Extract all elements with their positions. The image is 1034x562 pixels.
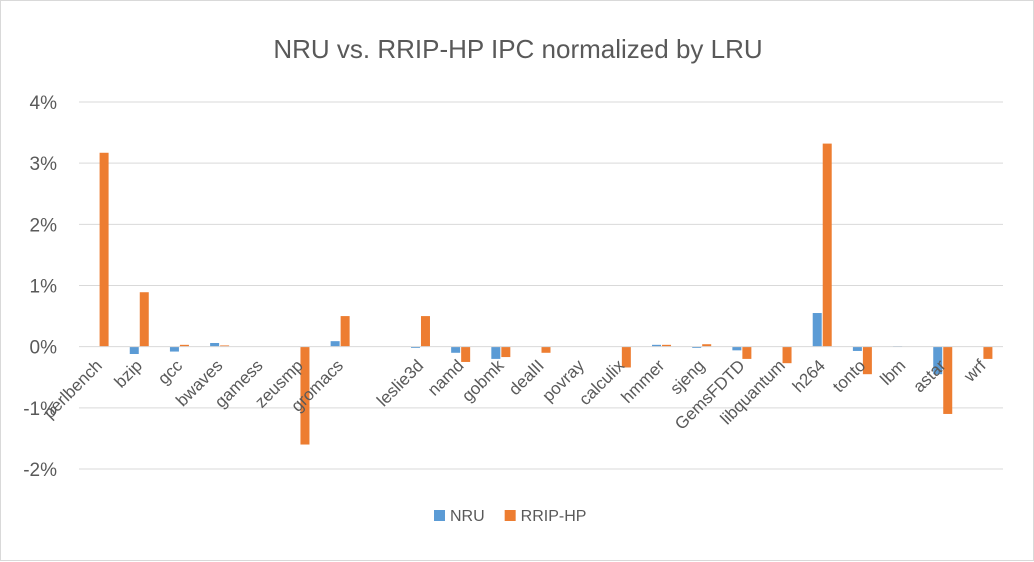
category-label: gobmk	[458, 356, 508, 406]
bar-nru	[330, 341, 340, 347]
bar-rrip-hp	[420, 316, 430, 347]
bar-rrip-hp	[702, 344, 712, 347]
category-label: gcc	[154, 356, 186, 388]
category-labels: perlbench bzip gccbwavesgamesszeusmpgromac…	[40, 356, 990, 434]
legend-swatch	[434, 510, 445, 521]
bar-nru	[169, 346, 179, 352]
bar-rrip-hp	[220, 345, 230, 347]
bar-nru	[451, 346, 461, 353]
bar-rrip-hp	[822, 143, 832, 347]
bar-rrip-hp	[461, 346, 471, 362]
y-tick-label: -1%	[23, 399, 57, 420]
bar-rrip-hp	[662, 344, 672, 347]
y-axis-ticks: 4% 3% 2% 1% 0% -1% -2%	[23, 93, 57, 481]
bars	[99, 143, 993, 445]
legend-swatch	[504, 510, 516, 521]
y-tick-label: 2%	[30, 215, 58, 236]
bar-rrip-hp	[621, 346, 631, 368]
bar-rrip-hp	[862, 346, 872, 375]
bar-nru	[812, 313, 822, 347]
bar-rrip-hp	[782, 346, 792, 364]
bar-nru	[692, 346, 702, 348]
gridlines	[79, 101, 1003, 470]
y-tick-label: 0%	[30, 338, 58, 359]
bar-rrip-hp	[139, 292, 149, 347]
bar-nru	[410, 346, 420, 348]
category-label: perlbench	[40, 356, 106, 422]
bar-rrip-hp	[99, 152, 109, 347]
category-label: calculix	[575, 356, 628, 409]
bar-rrip-hp	[179, 344, 189, 347]
category-label: leslie3d	[373, 356, 427, 410]
bar-nru	[652, 344, 662, 347]
bar-nru	[491, 346, 501, 359]
bar-rrip-hp	[742, 346, 752, 359]
y-tick-label: -2%	[23, 460, 57, 481]
y-tick-label: 3%	[30, 154, 58, 175]
bar-rrip-hp	[541, 346, 551, 353]
category-label: bzip	[111, 356, 146, 391]
bar-nru	[732, 346, 742, 351]
category-label: h264	[789, 356, 829, 396]
bar-nru	[210, 342, 220, 347]
legend-label: RRIP-HP	[521, 508, 587, 525]
chart-title: NRU vs. RRIP-HP IPC normalized by LRU	[273, 34, 762, 64]
bar-nru	[933, 346, 943, 375]
y-tick-label: 1%	[30, 277, 58, 298]
bar-nru	[852, 346, 862, 351]
bar-rrip-hp	[983, 346, 993, 359]
bar-nru	[129, 346, 139, 355]
y-tick-label: 4%	[30, 93, 58, 114]
legend: NRU RRIP-HP	[434, 508, 586, 525]
category-label: wrf	[960, 356, 990, 386]
bar-rrip-hp	[501, 346, 511, 358]
bar-rrip-hp	[340, 316, 350, 347]
category-label: lbm	[877, 356, 910, 389]
bar-rrip-hp	[943, 346, 953, 414]
legend-label: NRU	[450, 508, 485, 525]
bar-rrip-hp	[300, 346, 310, 445]
